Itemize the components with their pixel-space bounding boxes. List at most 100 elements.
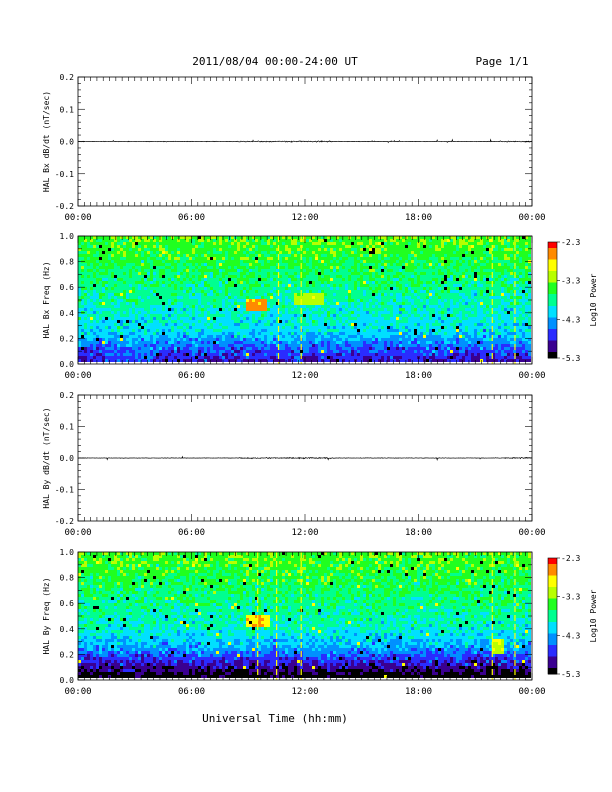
spectrogram-cell [93,260,96,263]
spectrogram-cell [120,284,123,287]
spectrogram-cell [519,290,522,293]
spectrogram-cell [324,242,327,245]
spectrogram-cell [501,248,504,251]
spectrogram-cell [507,320,510,323]
spectrogram-cell [408,320,411,323]
spectrogram-cell [285,329,288,332]
spectrogram-cell [285,245,288,248]
spectrogram-cell [123,287,126,290]
spectrogram-cell [255,308,258,311]
spectrogram-cell [207,281,210,284]
spectrogram-cell [432,263,435,266]
spectrogram-cell [147,290,150,293]
spectrogram-cell [282,269,285,272]
spectrogram-cell [456,308,459,311]
spectrogram-cell [327,308,330,311]
spectrogram-cell [447,269,450,272]
spectrogram-cell [405,257,408,260]
spectrogram-cell [249,248,252,251]
spectrogram-cell [456,266,459,269]
spectrogram-cell [291,281,294,284]
spectrogram-cell [411,239,414,242]
spectrogram-cell [93,290,96,293]
spectrogram-cell [519,317,522,320]
spectrogram-cell [471,317,474,320]
spectrogram-cell [138,263,141,266]
spectrogram-cell [345,329,348,332]
spectrogram-cell [342,278,345,281]
spectrogram-cell [495,272,498,275]
spectrogram-cell [189,278,192,281]
spectrogram-cell [234,326,237,329]
spectrogram-cell [186,236,189,239]
spectrogram-cell [309,323,312,326]
spectrogram-cell [402,323,405,326]
spectrogram-cell [378,236,381,239]
spectrogram-cell [342,290,345,293]
spectrogram-cell [198,251,201,254]
spectrogram-cell [216,308,219,311]
spectrogram-cell [141,257,144,260]
spectrogram-cell [81,272,84,275]
spectrogram-cell [204,287,207,290]
spectrogram-cell [114,308,117,311]
spectrogram-cell [429,305,432,308]
spectrogram-cell [483,284,486,287]
spectrogram-cell [357,245,360,248]
spectrogram-cell [471,260,474,263]
spectrogram-cell [141,311,144,314]
spectrogram-cell [453,260,456,263]
spectrogram-cell [186,266,189,269]
spectrogram-cell [360,242,363,245]
spectrogram-cell [297,314,300,317]
spectrogram-cell [366,263,369,266]
spectrogram-cell [450,251,453,254]
spectrogram-cell [87,320,90,323]
spectrogram-cell [450,281,453,284]
spectrogram-cell [276,299,279,302]
spectrogram-cell [216,257,219,260]
spectrogram-cell [195,296,198,299]
spectrogram-cell [435,290,438,293]
spectrogram-cell [321,278,324,281]
spectrogram-cell [276,308,279,311]
spectrogram-cell [234,272,237,275]
spectrogram-cell [384,293,387,296]
spectrogram-cell [477,302,480,305]
spectrogram-cell [444,239,447,242]
spectrogram-cell [369,317,372,320]
spectrogram-cell [429,326,432,329]
spectrogram-cell [453,251,456,254]
spectrogram-cell [222,245,225,248]
spectrogram-cell [240,269,243,272]
spectrogram-cell [507,242,510,245]
spectrogram-cell [351,236,354,239]
spectrogram-cell [111,308,114,311]
spectrogram-cell [495,236,498,239]
spectrogram-cell [138,236,141,239]
spectrogram-cell [102,323,105,326]
spectrogram-cell [450,236,453,239]
spectrogram-cell [96,296,99,299]
spectrogram-cell [447,266,450,269]
spectrogram-cell [135,284,138,287]
spectrogram-cell [423,272,426,275]
spectrogram-cell [261,308,264,311]
spectrogram-cell [231,329,234,332]
spectrogram-cell [480,320,483,323]
spectrogram-cell [114,245,117,248]
spectrogram-cell [525,323,528,326]
spectrogram-cell [108,257,111,260]
spectrogram-cell [114,290,117,293]
spectrogram-cell [282,239,285,242]
spectrogram-cell [210,236,213,239]
spectrogram-cell [294,296,297,299]
spectrogram-cell [78,302,81,305]
spectrogram-cell [150,320,153,323]
spectrogram-cell [312,278,315,281]
spectrogram-cell [273,293,276,296]
spectrogram-cell [333,254,336,257]
spectrogram-cell [372,284,375,287]
spectrogram-cell [318,266,321,269]
spectrogram-cell [369,239,372,242]
